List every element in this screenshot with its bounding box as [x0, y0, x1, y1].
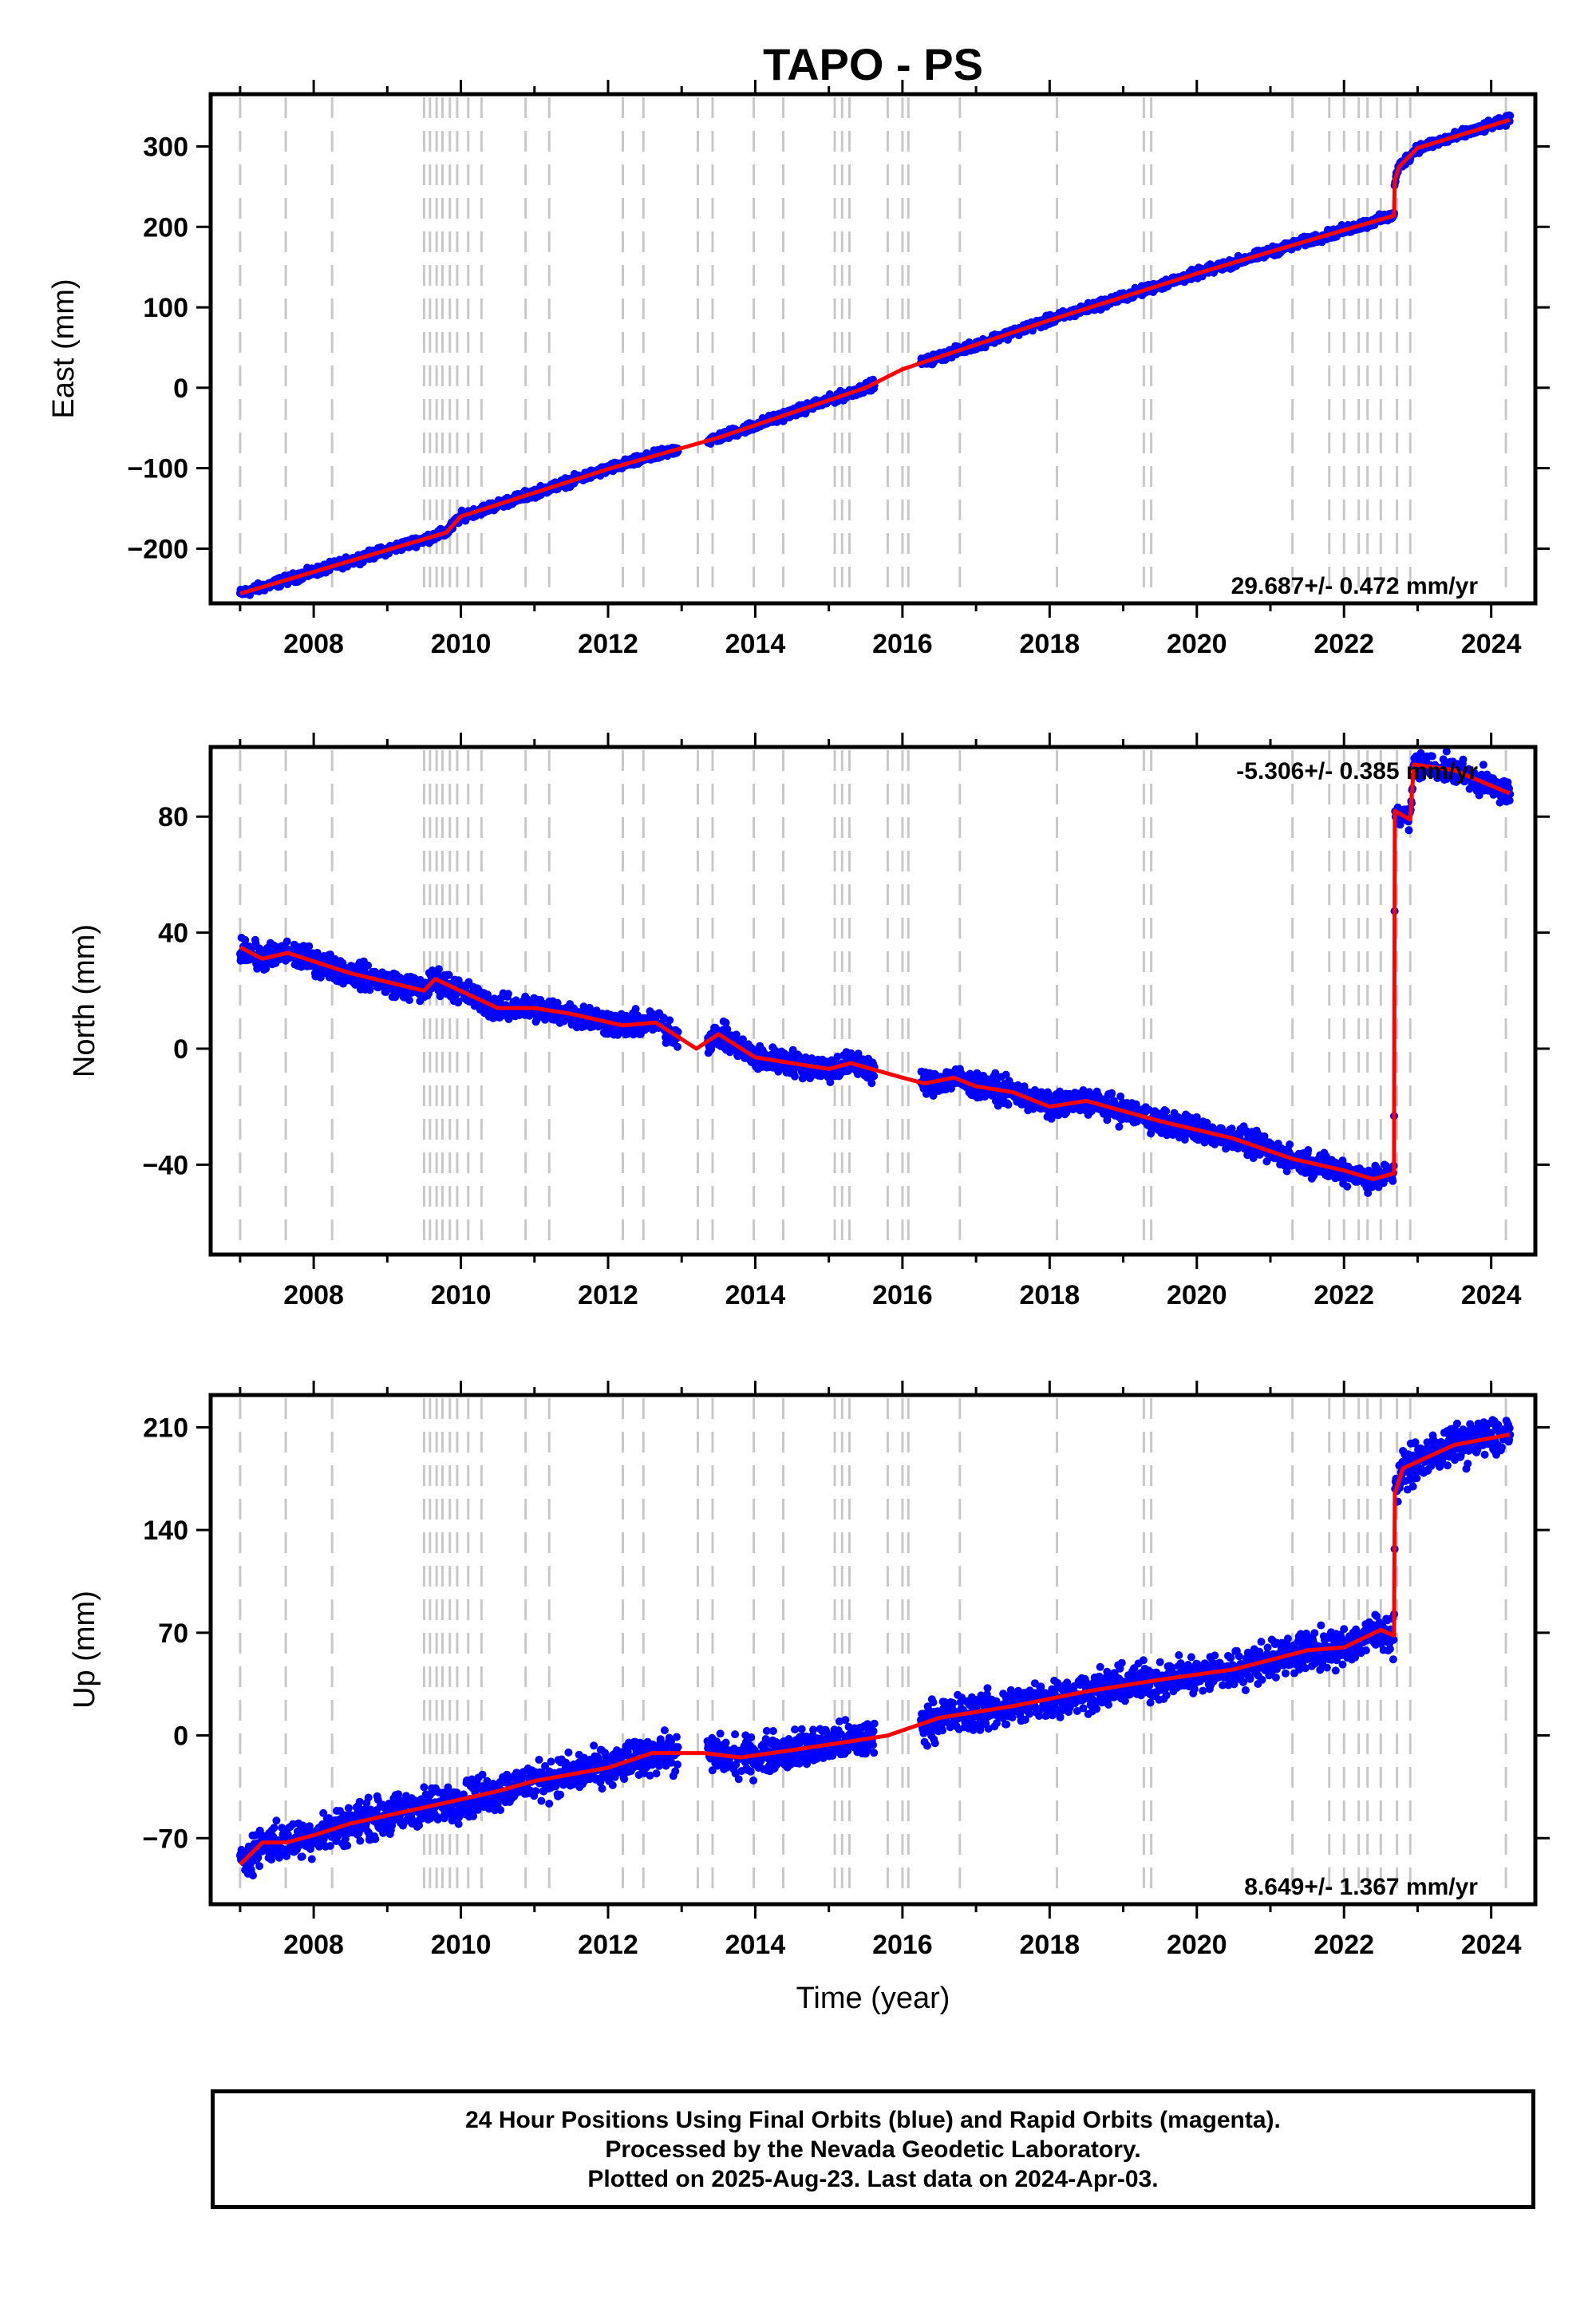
data-point: [1108, 1089, 1116, 1097]
data-point: [1132, 1100, 1140, 1109]
data-point: [867, 1079, 876, 1088]
data-point: [1013, 1081, 1022, 1089]
x-tick-label: 2014: [725, 629, 786, 659]
x-tick-label: 2008: [283, 629, 344, 659]
chart-title: TAPO - PS: [763, 39, 983, 89]
y-tick-label: −100: [127, 454, 188, 484]
x-tick-label: 2018: [1020, 629, 1080, 659]
data-point: [364, 961, 373, 970]
data-point: [922, 1089, 930, 1098]
data-point: [241, 935, 250, 944]
x-tick-label: 2022: [1314, 629, 1374, 659]
data-point: [444, 970, 453, 979]
data-point: [854, 1049, 863, 1058]
data-point: [282, 937, 291, 946]
data-point: [982, 1075, 991, 1084]
data-point: [732, 1030, 741, 1039]
east-model-line: [239, 117, 1511, 596]
data-point: [1227, 1124, 1236, 1133]
data-point: [1343, 1182, 1352, 1191]
data-point: [504, 990, 512, 998]
data-point: [1004, 1101, 1013, 1109]
data-point: [262, 964, 271, 973]
data-point: [313, 948, 322, 957]
east-y-axis-label: East (mm): [47, 279, 81, 418]
data-point: [870, 1072, 879, 1081]
data-point: [1192, 1113, 1201, 1121]
data-point: [826, 1078, 835, 1086]
data-point: [1020, 1082, 1029, 1091]
north-panel: 2008 2010 2012 2014 2016 2018 2020 2022 2024−400…: [68, 733, 1550, 1310]
data-point: [1282, 1167, 1291, 1176]
east-event-lines: [239, 97, 1507, 600]
y-tick-label: 300: [143, 132, 188, 163]
data-point: [721, 1018, 730, 1027]
data-point: [631, 1005, 640, 1014]
data-point: [454, 998, 463, 1007]
x-tick-label: 2020: [1167, 629, 1227, 659]
east-rate-label: 29.687+/- 0.472 mm/yr: [1231, 573, 1479, 599]
data-point: [674, 1042, 681, 1051]
data-point: [1115, 1122, 1124, 1131]
east-panel: 2008 2010 2012 2014 2016 2018 2020 2022 2024 −200…: [47, 80, 1550, 659]
data-point: [1260, 1132, 1269, 1140]
data-point: [1116, 1092, 1125, 1101]
data-point: [434, 965, 443, 974]
y-tick-label: −200: [127, 534, 188, 564]
north-data-points: [235, 747, 1515, 1197]
east-data-points: [235, 111, 1515, 599]
data-point: [405, 996, 413, 1005]
data-point: [365, 986, 374, 994]
data-point: [1304, 1146, 1313, 1154]
y-tick-label: 100: [143, 293, 188, 323]
y-tick-label: 0: [173, 373, 188, 404]
x-tick-label: 2010: [431, 629, 492, 659]
x-tick-label: 2024: [1461, 629, 1522, 659]
data-point: [833, 1053, 842, 1061]
data-point: [1001, 1070, 1010, 1079]
data-point: [1506, 111, 1515, 120]
data-point: [723, 1025, 732, 1034]
data-point: [1286, 1140, 1294, 1148]
data-point: [1047, 1114, 1056, 1123]
y-tick-label: 200: [143, 212, 188, 243]
data-point: [1162, 1107, 1171, 1116]
data-point: [666, 1016, 674, 1025]
x-tick-label: 2016: [872, 629, 933, 659]
north-event-lines: [239, 750, 1507, 1251]
data-point: [791, 1072, 799, 1081]
data-point: [305, 942, 314, 951]
x-tick-label: 2012: [578, 629, 638, 659]
east-frame: [208, 92, 1538, 606]
